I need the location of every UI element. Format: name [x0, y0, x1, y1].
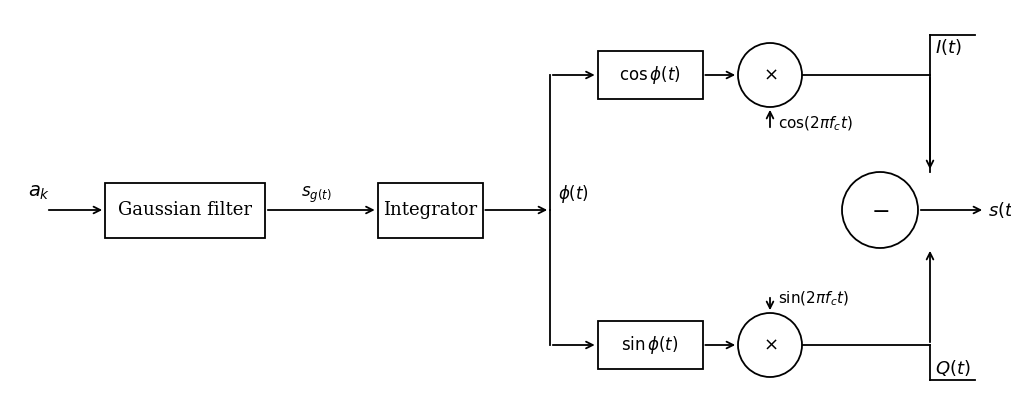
Text: $a_k$: $a_k$ [28, 184, 51, 202]
Text: $\phi(t)$: $\phi(t)$ [558, 183, 589, 205]
Text: $I(t)$: $I(t)$ [935, 37, 961, 57]
Text: $-$: $-$ [870, 199, 889, 221]
Circle shape [738, 313, 802, 377]
Text: $\sin\phi(t)$: $\sin\phi(t)$ [621, 334, 678, 356]
Bar [377, 183, 482, 237]
Text: $\times$: $\times$ [762, 66, 777, 84]
Circle shape [738, 43, 802, 107]
Text: $\cos\phi(t)$: $\cos\phi(t)$ [619, 64, 680, 86]
Text: $s_{g(t)}$: $s_{g(t)}$ [301, 185, 332, 205]
Text: $s(t)$: $s(t)$ [988, 200, 1011, 220]
Bar [105, 183, 265, 237]
Text: Gaussian filter: Gaussian filter [118, 201, 252, 219]
Bar [598, 321, 703, 369]
Text: $\times$: $\times$ [762, 336, 777, 354]
Text: $\sin(2\pi f_c t)$: $\sin(2\pi f_c t)$ [778, 290, 849, 308]
Text: Integrator: Integrator [383, 201, 477, 219]
Text: $\cos(2\pi f_c t)$: $\cos(2\pi f_c t)$ [778, 114, 852, 133]
Bar [598, 51, 703, 99]
Text: $Q(t)$: $Q(t)$ [935, 358, 971, 378]
Circle shape [842, 172, 918, 248]
